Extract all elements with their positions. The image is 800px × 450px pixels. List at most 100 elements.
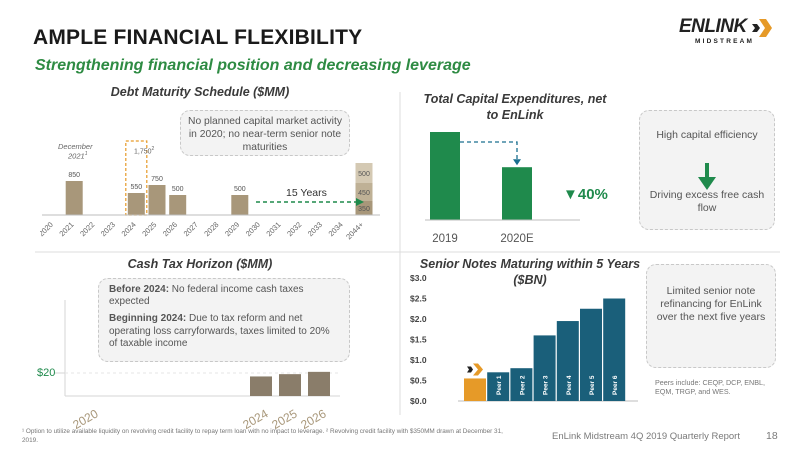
capex-chart-title: Total Capital Expenditures, net to EnLin… (423, 92, 607, 122)
tax-note2-text: Due to tax reform and net operating loss… (109, 313, 330, 349)
notes-bar-Peer-5 (580, 308, 602, 401)
tax-axis-label: 2026 (298, 406, 328, 430)
debt-maturity-chart: 2020 850 2021 2022 2023 550 2024 750 2025 500 2026… (40, 140, 380, 242)
tax-note2-bold: Beginning 2024: (109, 313, 187, 325)
tax-chart-title: Cash Tax Horizon ($MM) (127, 257, 273, 271)
enlink-logo: ENLINK MIDSTREAM (677, 16, 773, 50)
years-label: 15 Years (286, 187, 327, 199)
notes-bar-Peer-6 (603, 298, 626, 401)
debt-bar-label: 500 (172, 186, 184, 193)
debt-bar-label: 750 (151, 176, 163, 183)
capex-callout: High capital efficiency Driving excess f… (639, 110, 775, 230)
debt-axis-label: 2027 (182, 220, 200, 238)
debt-axis-label: 2031 (264, 220, 282, 238)
debt-axis-label: 2044+ (344, 220, 366, 242)
tax-bar-2024 (250, 376, 272, 396)
debt-bar-2044plus (355, 183, 373, 201)
capex-change-label: ▼40% (563, 186, 608, 203)
debt-bar-2024 (127, 193, 145, 215)
notes-y-tick: $2.0 (410, 314, 427, 324)
notes-y-tick: $1.0 (410, 355, 427, 365)
debt-bar-2044plus (355, 163, 373, 183)
footer-report-name: EnLink Midstream 4Q 2019 Quarterly Repor… (552, 431, 740, 442)
debt-bar-2029 (231, 195, 249, 215)
notes-y-tick: $3.0 (410, 273, 427, 283)
notes-bar-label: Peer 5 (589, 375, 596, 395)
debt-axis-label: 2026 (161, 220, 179, 238)
enlink-chevron-icon (467, 363, 483, 376)
notes-bar-label: Peer 2 (519, 375, 526, 395)
capex-callout-bottom: Driving excess free cash flow (649, 189, 765, 215)
debt-axis-label: 2029 (223, 220, 241, 238)
debt-axis-label: 2024 (120, 220, 138, 238)
tax-note1-bold: Before 2024: (109, 284, 170, 295)
logo-chevron-icon (752, 19, 772, 37)
tax-y-label: $20 (37, 367, 56, 379)
debt-axis-label: 2023 (99, 220, 117, 238)
years-arrow (256, 198, 364, 206)
debt-axis-label: 2033 (306, 220, 324, 238)
debt-axis-label: 2034 (327, 220, 345, 238)
page-number: 18 (766, 430, 778, 442)
capex-arrow (460, 141, 518, 161)
footnote: ¹ Option to utilize available liquidity … (22, 428, 503, 444)
debt-bar-label: 850 (68, 172, 80, 179)
debt-bar-label: 450 (358, 190, 370, 197)
capex-arrow-head (513, 159, 521, 166)
logo-tagline: MIDSTREAM (695, 38, 755, 45)
page-title: AMPLE FINANCIAL FLEXIBILITY (33, 26, 363, 49)
debt-axis-label: 2028 (202, 220, 220, 238)
senior-notes-chart: $0.0 $0.5 $1.0 $1.5 $2.0 $2.5 $3.0 Peer 1 Peer … (410, 273, 638, 406)
debt-axis-label: 2030 (244, 220, 262, 238)
notes-bar-Peer-3 (533, 335, 556, 401)
debt-chart-title: Debt Maturity Schedule ($MM) (110, 85, 290, 99)
notes-y-tick: $0.0 (410, 396, 427, 406)
notes-callout: Limited senior note refinancing for EnLi… (646, 264, 776, 368)
tax-axis-label: 2024 (240, 406, 270, 430)
notes-bar-label: Peer 4 (566, 375, 573, 395)
debt-bar-label: 500 (234, 186, 246, 193)
capex-bar-2019 (430, 132, 460, 220)
revolver-label: 1,7502 (134, 146, 155, 156)
debt-bar-label: 550 (130, 184, 142, 191)
notes-y-tick: $0.5 (410, 376, 427, 386)
capex-axis-label: 2020E (500, 233, 534, 245)
notes-y-tick: $1.5 (410, 335, 427, 345)
page-subtitle: Strengthening financial position and dec… (35, 57, 471, 74)
tax-bar-2025 (279, 374, 301, 396)
debt-axis-label: 2021 (57, 220, 75, 238)
debt-callout: No planned capital market activity in 20… (180, 110, 350, 156)
tax-callout: Before 2024: No federal income cash taxe… (98, 278, 350, 362)
capex-callout-top: High capital efficiency (656, 129, 758, 141)
down-arrow-icon (698, 163, 716, 190)
peers-note: Peers include: CEQP, DCP, ENBL, EQM, TRG… (655, 378, 765, 397)
capex-axis-label: 2019 (432, 233, 458, 245)
notes-bar-EnLink (464, 378, 486, 401)
debt-axis-label: 2022 (78, 220, 96, 238)
tax-axis-label: 2020 (70, 406, 100, 430)
notes-bar-Peer-2 (510, 368, 533, 401)
debt-bar-label: 350 (358, 206, 370, 213)
notes-bar-Peer-1 (487, 372, 510, 401)
tax-bar-2026 (308, 371, 330, 396)
notes-bar-Peer-4 (556, 321, 579, 401)
debt-axis-label: 2032 (285, 220, 303, 238)
notes-bar-label: Peer 3 (543, 375, 550, 395)
debt-axis-label: 2020 (40, 220, 55, 238)
debt-axis-label: 2025 (140, 220, 158, 238)
logo-wordmark: ENLINK (679, 16, 747, 37)
notes-chart-title: Senior Notes Maturing within 5 Years ($B… (419, 257, 641, 287)
debt-bar-2025 (148, 185, 166, 215)
tax-axis-label: 2025 (269, 406, 299, 430)
debt-bar-2044plus (355, 201, 373, 215)
debt-bar-label: 500 (358, 171, 370, 178)
december-label: December 20211 (58, 142, 93, 161)
debt-bar-2026 (169, 195, 187, 215)
capex-bar-2020E (502, 167, 532, 220)
notes-bar-label: Peer 1 (496, 375, 503, 395)
capex-chart: 2019 2020E (425, 132, 580, 245)
notes-y-tick: $2.5 (410, 294, 427, 304)
